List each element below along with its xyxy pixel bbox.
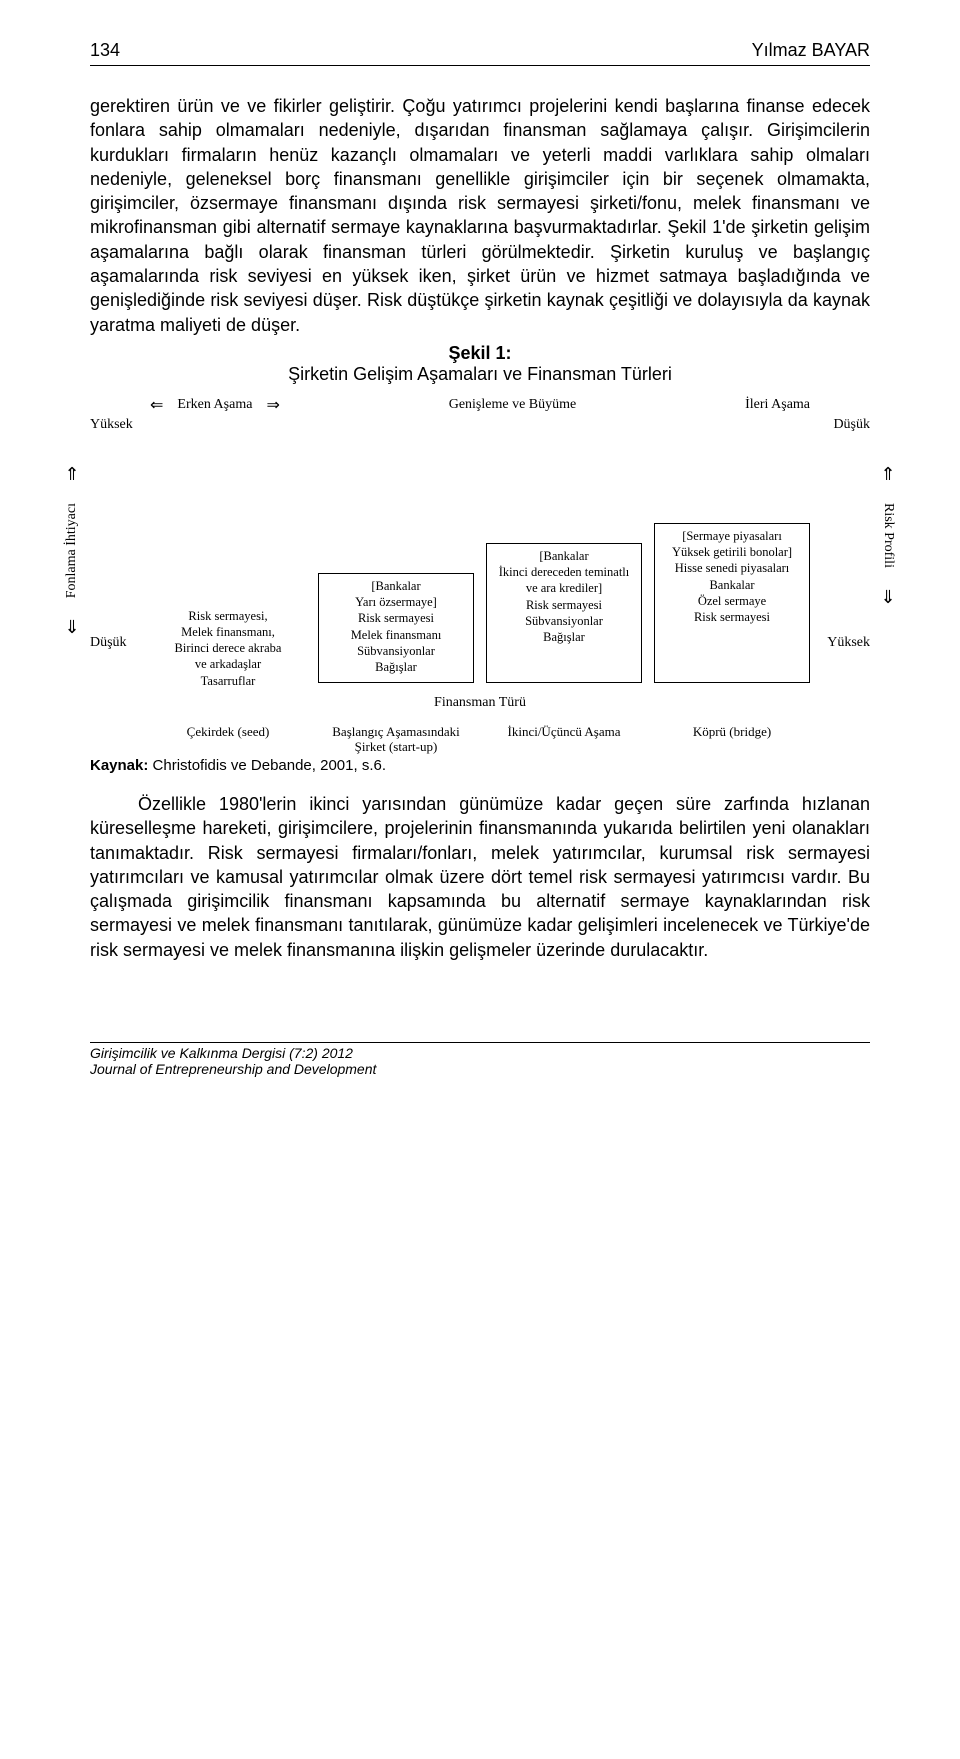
diagram-col-0: Risk sermayesi,Melek finansmanı,Birinci … <box>150 608 306 689</box>
author-name: Yılmaz BAYAR <box>752 40 870 61</box>
xaxis-title: Finansman Türü <box>90 695 870 711</box>
figure-diagram: ⇐ Erken Aşama ⇒ Genişleme ve Büyüme İler… <box>90 395 870 755</box>
left-scale-low: Düşük <box>90 635 127 651</box>
diagram-box: [BankalarYarı özsermaye]Risk sermayesiMe… <box>318 573 474 683</box>
footer-line-2: Journal of Entrepreneurship and Developm… <box>90 1061 870 1077</box>
left-scale-high: Yüksek <box>90 417 133 433</box>
diagram-columns: Risk sermayesi,Melek finansmanı,Birinci … <box>150 431 810 689</box>
xaxis-labels: Çekirdek (seed) Başlangıç Aşamasındaki Ş… <box>150 724 810 755</box>
source-text: Christofidis ve Debande, 2001, s.6. <box>148 757 386 774</box>
xlabel-2: İkinci/Üçüncü Aşama <box>486 724 642 755</box>
right-scale-low: Düşük <box>833 417 870 433</box>
diagram-col-2: [Bankalarİkinci dereceden teminatlıve ar… <box>486 543 642 689</box>
body-paragraph-2: Özellikle 1980'lerin ikinci yarısından g… <box>90 792 870 962</box>
stage-label-3: İleri Aşama <box>745 397 810 413</box>
figure-subtitle: Şirketin Gelişim Aşamaları ve Finansman … <box>90 364 870 385</box>
body-paragraph-1: gerektiren ürün ve ve fikirler geliştiri… <box>90 94 870 337</box>
left-axis-label: Fonlama İhtiyacı <box>64 503 80 598</box>
diagram-box: [Bankalarİkinci dereceden teminatlıve ar… <box>486 543 642 683</box>
diagram-col-3: [Sermaye piyasalarıYüksek getirili bonol… <box>654 523 810 689</box>
xlabel-3: Köprü (bridge) <box>654 724 810 755</box>
right-axis-label: Risk Profili <box>880 503 896 568</box>
stage-row: ⇐ Erken Aşama ⇒ Genişleme ve Büyüme İler… <box>150 395 810 415</box>
footer-line-1: Girişimcilik ve Kalkınma Dergisi (7:2) 2… <box>90 1045 870 1061</box>
arrow-up-icon: ⇑ <box>64 465 79 483</box>
diagram-col-1: [BankalarYarı özsermaye]Risk sermayesiMe… <box>318 573 474 689</box>
arrow-right-icon: ⇒ <box>266 395 279 415</box>
left-axis-group: ⇑ Fonlama İhtiyacı ⇓ <box>64 465 80 636</box>
page-number: 134 <box>90 40 120 61</box>
xlabel-1: Başlangıç Aşamasındaki Şirket (start-up) <box>318 724 474 755</box>
diagram-box: [Sermaye piyasalarıYüksek getirili bonol… <box>654 523 810 683</box>
col-below-text: Risk sermayesi,Melek finansmanı,Birinci … <box>175 608 282 689</box>
right-axis-group: ⇑ Risk Profili ⇓ <box>880 465 896 606</box>
source-label: Kaynak: <box>90 757 148 774</box>
page-header: 134 Yılmaz BAYAR <box>90 40 870 66</box>
figure-title: Şekil 1: <box>90 343 870 364</box>
arrow-down-icon: ⇓ <box>64 618 79 636</box>
arrow-down-icon: ⇓ <box>880 588 895 606</box>
arrow-left-icon: ⇐ <box>150 395 163 415</box>
xlabel-0: Çekirdek (seed) <box>150 724 306 755</box>
stage-label-1: Erken Aşama <box>177 397 252 413</box>
page-footer: Girişimcilik ve Kalkınma Dergisi (7:2) 2… <box>90 1042 870 1077</box>
stage-label-2: Genişleme ve Büyüme <box>449 397 577 413</box>
arrow-up-icon: ⇑ <box>880 465 895 483</box>
right-scale-high: Yüksek <box>827 635 870 651</box>
figure-source: Kaynak: Christofidis ve Debande, 2001, s… <box>90 757 870 774</box>
